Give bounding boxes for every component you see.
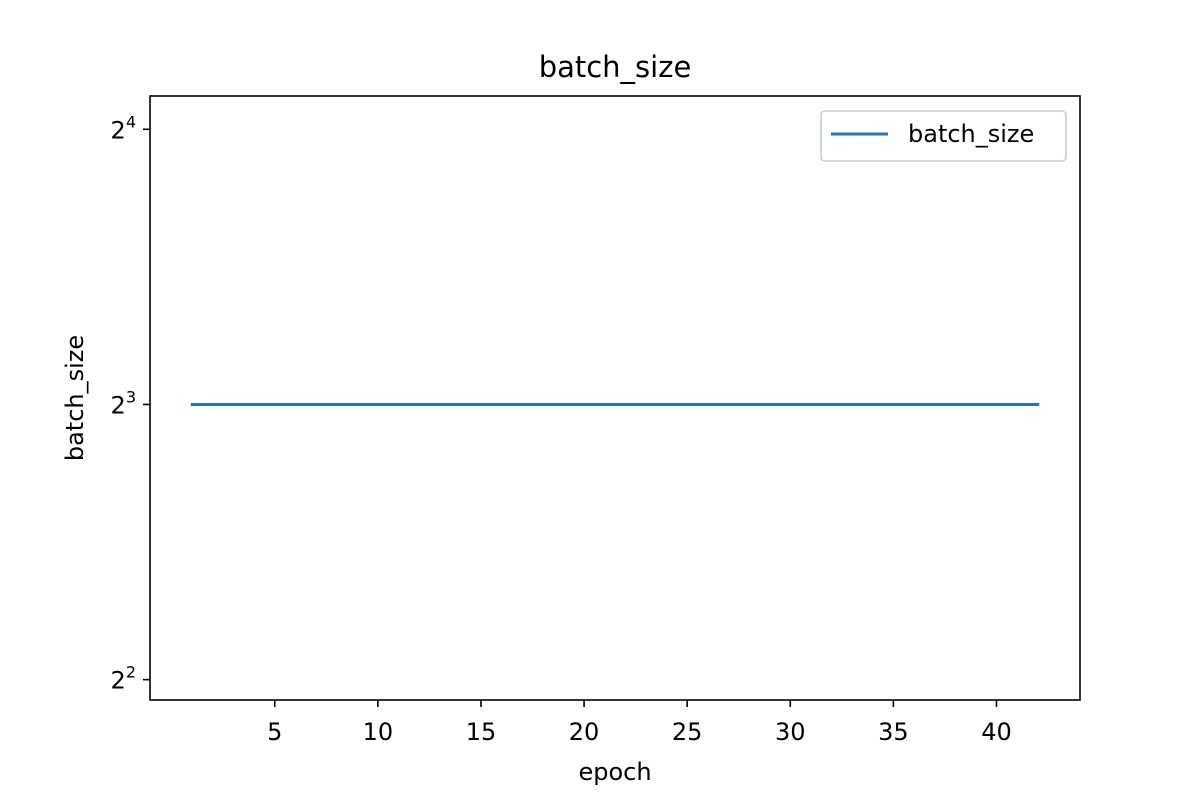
x-tick-label: 25 [672, 718, 703, 746]
x-tick-label: 5 [267, 718, 282, 746]
x-tick-label: 40 [981, 718, 1012, 746]
legend-frame [820, 110, 1067, 162]
x-tick-label: 20 [569, 718, 600, 746]
y-tick-base: 2 [111, 116, 126, 144]
y-tick-label: 22 [111, 663, 136, 695]
plot-frame [149, 95, 1081, 701]
y-tick-label: 24 [111, 112, 136, 144]
legend-label: batch_size [908, 120, 1034, 148]
y-tick-exponent: 2 [126, 663, 136, 682]
y-tick-base: 2 [111, 667, 126, 695]
x-tick-label: 15 [466, 718, 497, 746]
x-axis-ticks: 5 10 15 20 25 30 35 40 [267, 700, 1012, 746]
y-tick-exponent: 4 [126, 112, 136, 131]
legend: batch_size [820, 110, 1067, 162]
x-tick-label: 10 [363, 718, 394, 746]
x-tick-label: 30 [775, 718, 806, 746]
y-tick-base: 2 [111, 391, 126, 419]
x-axis-label: epoch [578, 758, 651, 786]
x-tick-label: 35 [878, 718, 909, 746]
chart-title: batch_size [539, 50, 692, 84]
y-axis-label: batch_size [61, 335, 89, 461]
y-tick-label: 23 [111, 387, 136, 419]
y-tick-exponent: 3 [126, 387, 136, 406]
